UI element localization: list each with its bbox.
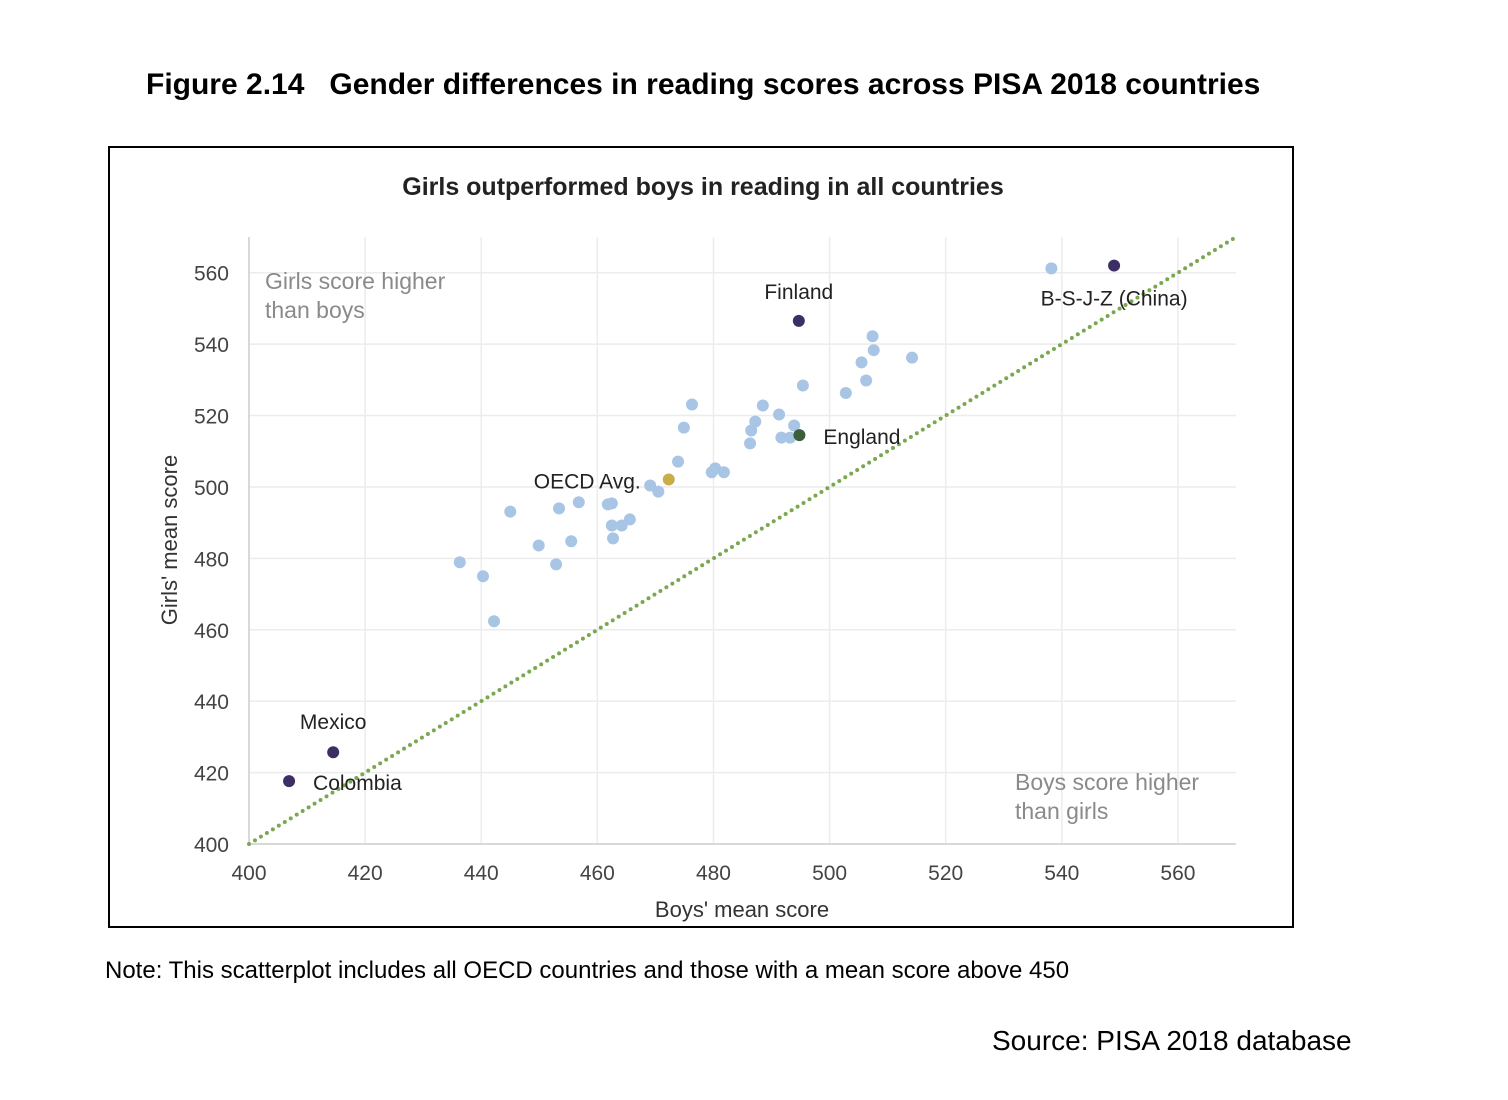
data-point [860, 374, 873, 387]
y-tick-label: 540 [194, 334, 229, 357]
data-point [855, 356, 868, 369]
data-point [605, 519, 618, 532]
data-point [607, 532, 620, 545]
data-point [550, 558, 563, 571]
data-point-england [793, 429, 806, 442]
x-tick-label: 520 [928, 862, 963, 885]
data-point [532, 539, 545, 552]
data-point-oecd-avg [662, 473, 675, 486]
y-tick-label: 480 [194, 548, 229, 571]
data-point [677, 421, 690, 434]
data-point [745, 424, 758, 437]
x-tick-label: 400 [231, 862, 266, 885]
data-point [756, 399, 769, 412]
data-point [553, 502, 566, 515]
data-point [672, 455, 685, 468]
data-point [867, 344, 880, 357]
scatter-chart: Girls outperformed boys in reading in al… [157, 173, 1238, 922]
x-tick-label: 560 [1160, 862, 1195, 885]
data-point [565, 535, 578, 548]
data-point-finland [792, 314, 805, 327]
note: Note: This scatterplot includes all OECD… [105, 957, 1070, 984]
data-point [749, 415, 762, 428]
data-point [488, 615, 501, 628]
figure-title: Figure 2.14 Gender differences in readin… [146, 68, 1261, 101]
x-tick-label: 460 [580, 862, 615, 885]
data-point [572, 496, 585, 509]
data-point [788, 419, 801, 432]
x-tick-label: 420 [348, 862, 383, 885]
x-axis-label: Boys' mean score [655, 897, 829, 922]
data-label-oecd-avg: OECD Avg. [534, 470, 641, 493]
y-tick-label: 560 [194, 263, 229, 286]
source: Source: PISA 2018 database [992, 1025, 1352, 1056]
data-point-colombia [283, 775, 296, 788]
y-tick-label: 420 [194, 763, 229, 786]
data-label-b-s-j-z-china: B-S-J-Z (China) [1041, 288, 1188, 311]
x-tick-label: 540 [1044, 862, 1079, 885]
annotation-girls-higher-2: than boys [265, 297, 365, 323]
data-point [775, 431, 788, 444]
data-point [685, 398, 698, 411]
data-point [717, 466, 730, 479]
data-point-mexico [327, 746, 340, 759]
data-point [839, 387, 852, 400]
chart-title: Girls outperformed boys in reading in al… [402, 173, 1004, 201]
data-point [453, 556, 466, 569]
y-tick-label: 440 [194, 691, 229, 714]
data-point-b-s-j-z-china [1108, 259, 1121, 272]
data-label-mexico: Mexico [300, 711, 367, 734]
chart-frame: Girls outperformed boys in reading in al… [108, 146, 1294, 928]
data-point [744, 437, 757, 450]
data-point [866, 330, 879, 343]
y-tick-label: 520 [194, 406, 229, 429]
data-point [796, 379, 809, 392]
data-point [906, 351, 919, 364]
data-point [784, 431, 797, 444]
data-point [476, 570, 489, 583]
y-tick-label: 500 [194, 477, 229, 500]
annotation-boys-higher-2: than girls [1015, 798, 1108, 824]
data-point [605, 497, 618, 510]
equality-reference-line [247, 235, 1238, 846]
data-point [623, 513, 636, 526]
data-label-finland: Finland [764, 281, 833, 304]
data-point [504, 505, 517, 518]
y-axis-label: Girls' mean score [157, 455, 182, 625]
y-tick-label: 400 [194, 834, 229, 857]
data-point [773, 408, 786, 421]
x-tick-label: 440 [464, 862, 499, 885]
annotation-boys-higher-1: Boys score higher [1015, 769, 1199, 795]
data-point [652, 485, 665, 498]
x-tick-label: 480 [696, 862, 731, 885]
x-tick-label: 500 [812, 862, 847, 885]
y-tick-label: 460 [194, 620, 229, 643]
data-label-england: England [823, 426, 900, 449]
data-point [1045, 262, 1058, 275]
data-label-colombia: Colombia [313, 772, 402, 795]
annotation-girls-higher-1: Girls score higher [265, 268, 446, 294]
